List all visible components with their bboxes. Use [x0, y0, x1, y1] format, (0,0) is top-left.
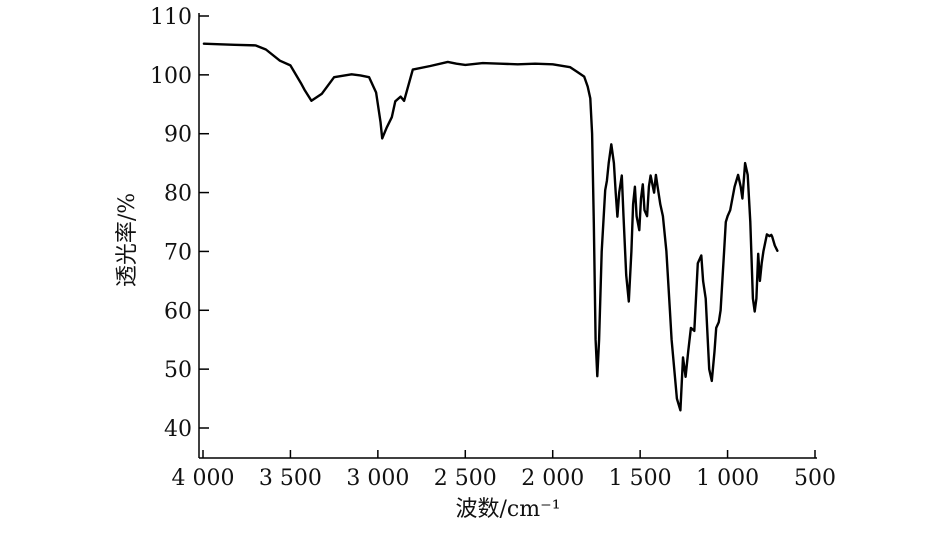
y-tick-label: 40: [164, 417, 192, 442]
x-tick-label: 2 500: [434, 466, 497, 491]
axes: [198, 13, 817, 459]
x-tick-label: 2 000: [521, 466, 584, 491]
y-tick-label: 100: [150, 64, 192, 89]
x-tick-label: 1 500: [609, 466, 672, 491]
y-tick-label: 80: [164, 182, 192, 207]
y-axis-title: 透光率/%: [115, 193, 140, 287]
x-tick-label: 1 000: [696, 466, 759, 491]
x-tick-label: 3 000: [346, 466, 409, 491]
series-line: [202, 42, 779, 412]
x-tick-label: 500: [794, 466, 836, 491]
y-ticks: 40 50 60 70 80 90 100 110: [150, 5, 209, 442]
y-tick-label: 60: [164, 299, 192, 324]
y-tick-label: 90: [164, 123, 192, 148]
x-tick-label: 4 000: [172, 466, 235, 491]
x-axis-title: 波数/cm⁻¹: [455, 497, 560, 522]
y-tick-label: 110: [150, 5, 192, 30]
x-tick-label: 3 500: [259, 466, 322, 491]
x-ticks: 4 000 3 500 3 000 2 500 2 000 1 500 1 000 500: [172, 450, 836, 491]
y-tick-label: 70: [164, 240, 192, 265]
y-tick-label: 50: [164, 358, 192, 383]
